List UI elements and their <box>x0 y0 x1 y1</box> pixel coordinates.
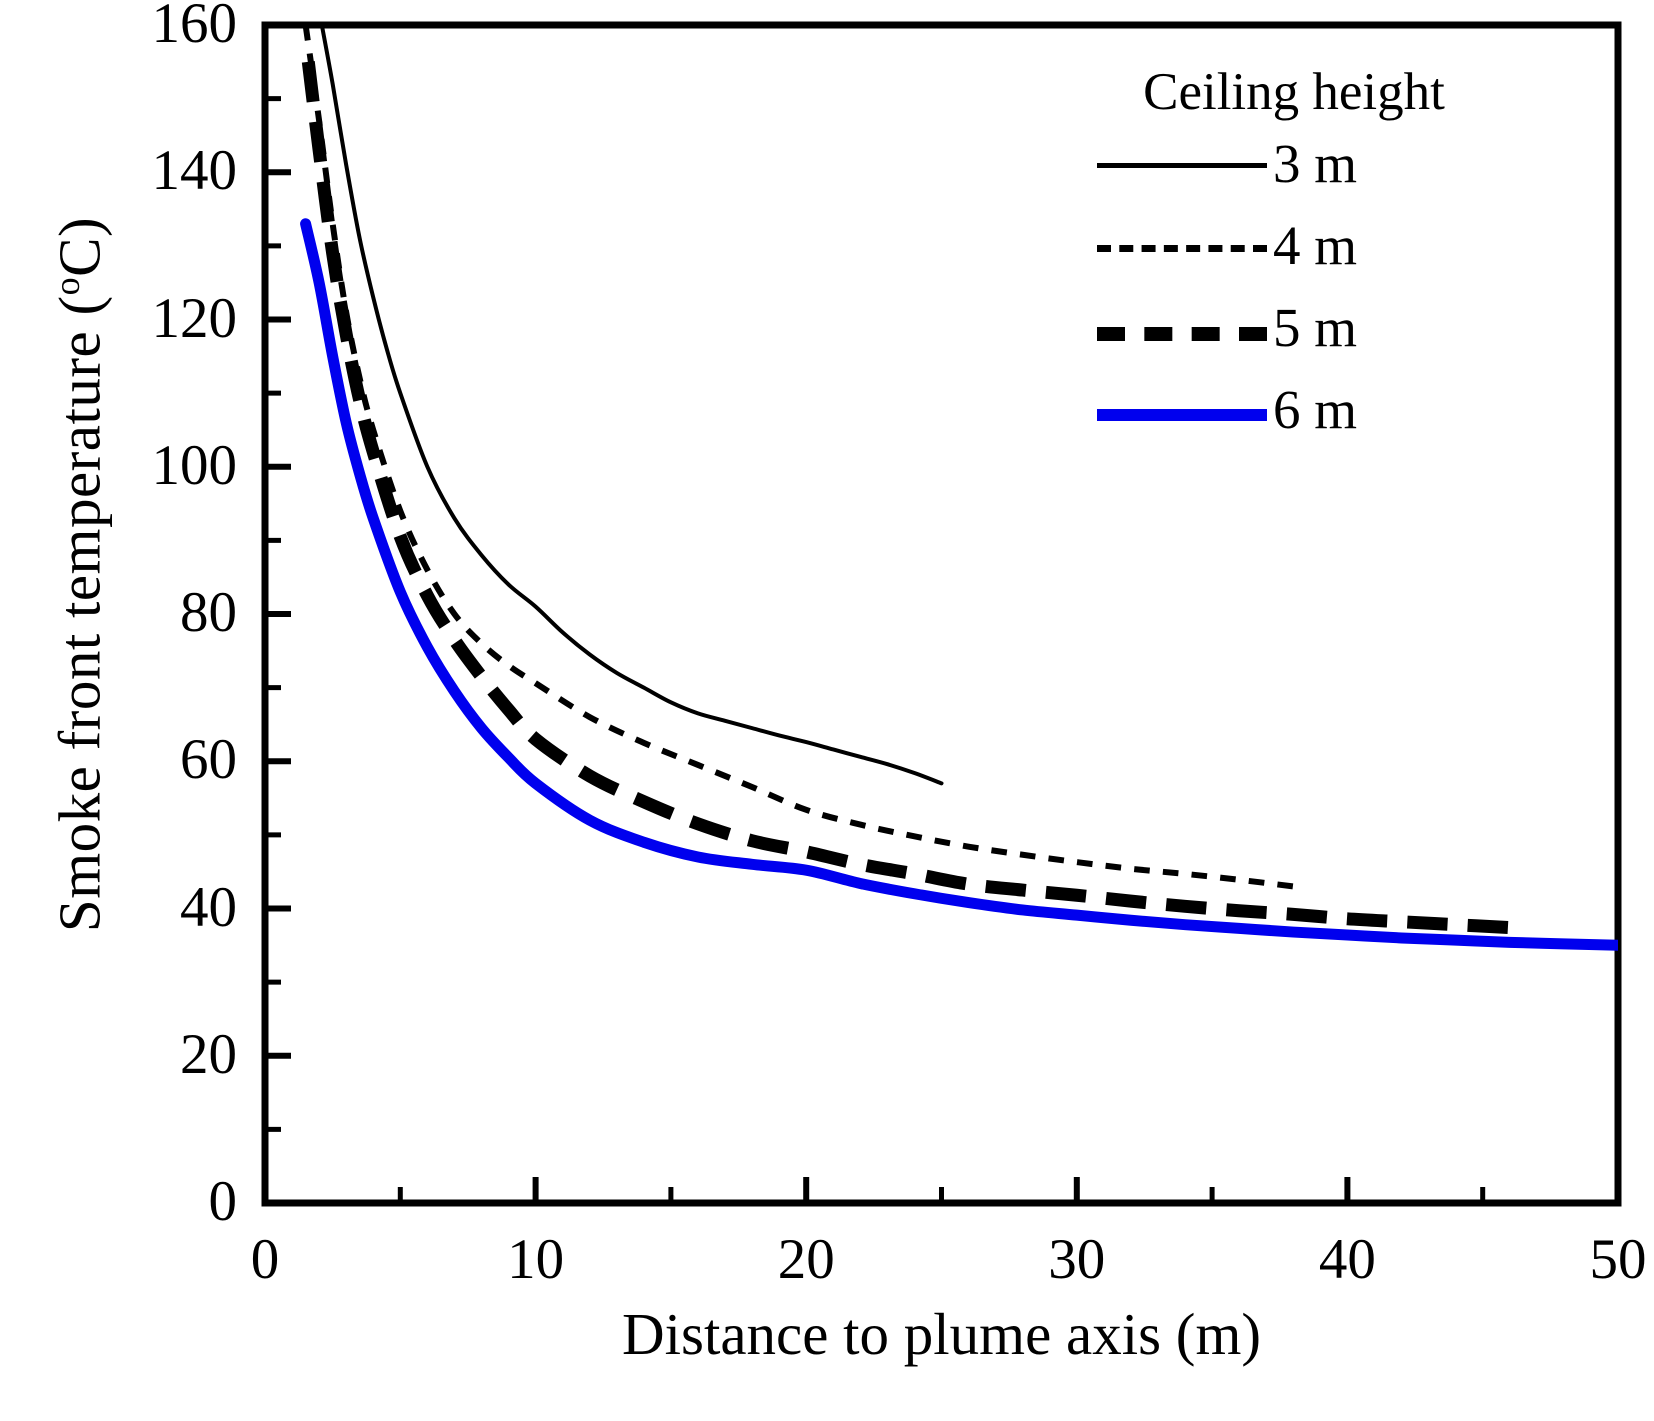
legend-label: 5 m <box>1273 296 1358 358</box>
legend-item: 6 m <box>1075 368 1495 450</box>
legend-swatch-6-m <box>1097 398 1267 421</box>
y-tick-label: 40 <box>180 875 237 939</box>
y-tick-label: 20 <box>180 1022 237 1086</box>
y-tick-label: 100 <box>151 433 238 497</box>
x-tick-label: 30 <box>1048 1228 1106 1291</box>
legend-rows: 3 m 4 m 5 m 6 m <box>1075 122 1495 450</box>
legend-item: 4 m <box>1075 204 1495 286</box>
series-line-4-m <box>302 25 1294 890</box>
legend-line <box>1097 409 1267 421</box>
x-tick-label: 50 <box>1589 1228 1647 1291</box>
legend-swatch-3-m <box>1097 152 1267 174</box>
y-tick-label: 80 <box>180 581 237 644</box>
legend-line <box>1097 245 1267 252</box>
x-tick-label: 40 <box>1318 1228 1376 1291</box>
y-tick-label: 160 <box>151 0 238 55</box>
legend-line <box>1097 327 1267 341</box>
legend: Ceiling height 3 m 4 m 5 m 6 m <box>1075 62 1495 450</box>
legend-label: 4 m <box>1273 214 1358 276</box>
x-axis-title: Distance to plume axis (m) <box>621 1301 1261 1367</box>
legend-swatch-4-m <box>1097 234 1267 256</box>
y-tick-label: 140 <box>151 139 238 203</box>
series-line-6-m <box>300 218 1618 951</box>
legend-label: 6 m <box>1273 378 1358 440</box>
y-tick-label: 120 <box>151 286 238 350</box>
legend-item: 5 m <box>1075 286 1495 368</box>
y-tick-label: 0 <box>208 1170 238 1233</box>
x-tick-label: 10 <box>507 1228 565 1291</box>
legend-swatch-5-m <box>1097 316 1267 341</box>
x-tick-label: 0 <box>250 1228 280 1291</box>
legend-title: Ceiling height <box>1143 63 1445 121</box>
x-tick-label: 20 <box>777 1228 835 1291</box>
legend-line <box>1097 163 1267 168</box>
legend-label: 3 m <box>1273 132 1358 194</box>
series-line-3-m <box>319 25 944 786</box>
series-line-5-m <box>301 61 1511 935</box>
series-group <box>300 25 1618 951</box>
legend-item: 3 m <box>1075 122 1495 204</box>
y-tick-label: 60 <box>180 728 237 792</box>
